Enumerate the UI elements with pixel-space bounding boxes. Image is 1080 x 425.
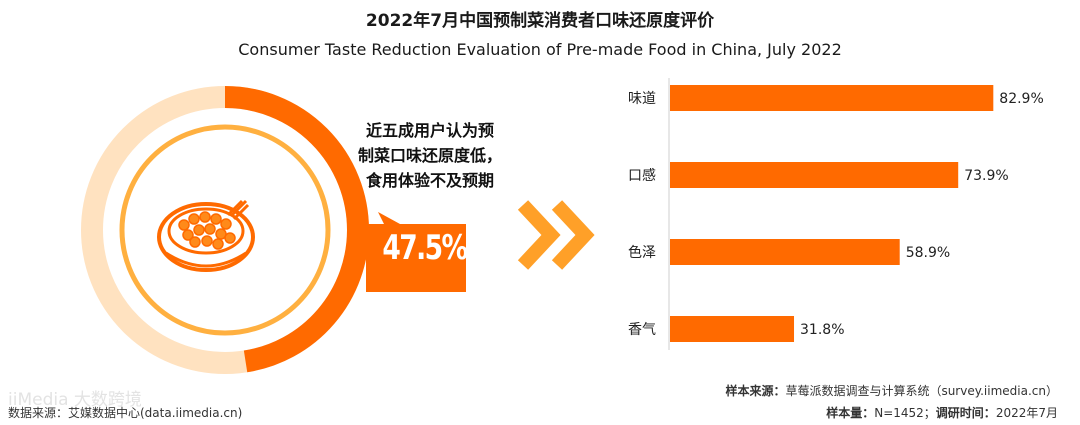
chart-title: 2022年7月中国预制菜消费者口味还原度评价: [365, 11, 715, 31]
donut-value-arc: [81, 86, 369, 374]
value-label: 31.8%: [800, 322, 844, 338]
donut-illustration: [81, 86, 369, 374]
value-label: 82.9%: [999, 91, 1043, 107]
bar: [670, 316, 795, 342]
bar: [670, 239, 900, 265]
survey-time-value: 2022年7月: [995, 406, 1058, 420]
bar-chart: 味道 82.9% 口感 73.9% 色泽 58.9% 香气 31.8%: [628, 78, 1044, 350]
category-label: 香气: [628, 322, 656, 338]
callout-text: 近五成用户认为预 制菜口味还原度低， 食用体验不及预期: [335, 118, 525, 193]
callout-line: 制菜口味还原度低，: [357, 146, 502, 165]
callout-badge: [366, 212, 466, 292]
value-label: 58.9%: [906, 245, 950, 261]
bar: [670, 162, 959, 188]
value-label: 73.9%: [964, 168, 1008, 184]
double-chevron-icon: [517, 200, 595, 270]
sample-source-label: 样本来源：: [725, 384, 786, 398]
donut-inner-ring: [119, 124, 331, 336]
category-label: 味道: [628, 91, 656, 107]
chart-subtitle: Consumer Taste Reduction Evaluation of P…: [238, 40, 842, 59]
callout-value: 47.5%: [382, 228, 468, 268]
survey-time-label: 调研时间：: [935, 406, 996, 420]
category-label: 口感: [628, 167, 656, 184]
watermark: iiMedia 大数跨境: [8, 390, 142, 410]
sample-source-value: 草莓派数据调查与计算系统（survey.iimedia.cn）: [785, 384, 1058, 398]
sample-size-label: 样本量：: [826, 406, 875, 420]
sample-size-value: N=1452；: [874, 406, 936, 420]
food-bowl-icon: [157, 199, 255, 272]
category-label: 色泽: [628, 244, 656, 261]
callout-line: 近五成用户认为预: [365, 121, 494, 140]
sample-source: 样本来源：草莓派数据调查与计算系统（survey.iimedia.cn）: [725, 382, 1058, 399]
callout-line: 食用体验不及预期: [365, 171, 494, 190]
sample-info: 样本量：N=1452；调研时间：2022年7月: [826, 404, 1058, 421]
bar: [670, 85, 994, 111]
data-source: 数据来源：艾媒数据中心(data.iimedia.cn): [8, 406, 243, 420]
